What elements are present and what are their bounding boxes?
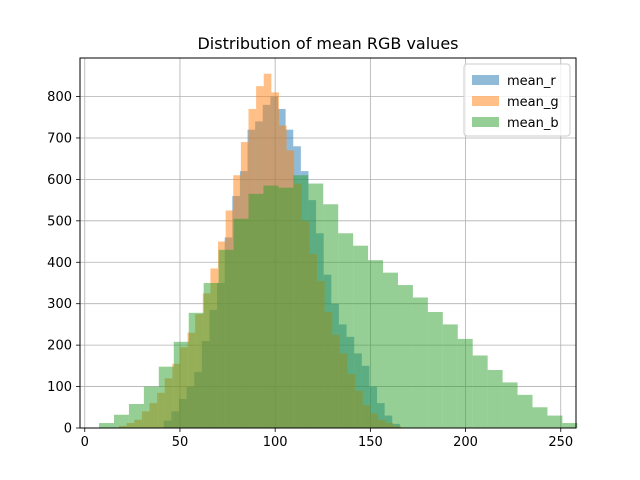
histogram-bar: [562, 423, 578, 428]
histogram-bar: [218, 249, 234, 428]
x-tick-label: 150: [358, 435, 383, 450]
legend-swatch: [472, 96, 499, 106]
histogram-bar: [368, 260, 384, 428]
histogram-bar: [308, 183, 324, 428]
histogram-bar: [517, 394, 533, 428]
histogram-bar: [532, 407, 548, 428]
y-tick-label: 800: [47, 90, 72, 105]
axes-frame: [79, 57, 577, 429]
histogram-bar: [158, 366, 174, 428]
histogram-bar: [99, 423, 114, 428]
y-tick-label: 0: [64, 422, 72, 437]
y-tick-label: 300: [47, 297, 72, 312]
histogram-bar: [233, 218, 249, 428]
x-tick-label: 100: [263, 435, 288, 450]
bars-layer: [99, 73, 578, 429]
histogram-bar: [353, 245, 369, 428]
histogram-bar: [263, 185, 279, 428]
histogram-bar: [293, 175, 309, 428]
histogram-bar: [203, 282, 219, 428]
histogram-bar: [128, 403, 144, 428]
legend-swatch: [472, 117, 499, 127]
x-tick-label: 250: [548, 435, 573, 450]
histogram-bar: [143, 386, 159, 428]
histogram-bar: [547, 415, 563, 428]
histogram-bar: [472, 355, 488, 428]
histogram-bar: [502, 382, 518, 428]
histogram-bar: [173, 341, 189, 428]
x-tick-label: 200: [453, 435, 478, 450]
histogram-bar: [383, 272, 398, 428]
histogram-bar: [188, 312, 204, 428]
y-tick-label: 600: [47, 173, 72, 188]
legend-label: mean_g: [507, 95, 559, 110]
y-tick-label: 400: [47, 256, 72, 271]
legend-label: mean_b: [507, 116, 559, 131]
x-tick-label: 50: [172, 435, 189, 450]
legend: mean_r mean_g mean_b: [463, 63, 571, 137]
histogram-bar: [338, 233, 354, 428]
y-tick-label: 500: [47, 214, 72, 229]
y-tick-label: 100: [47, 380, 72, 395]
legend-swatch: [472, 75, 499, 85]
ticks-layer: 0 50 100 150 200 250 0 100 200 300 400 500 600 700 800: [47, 90, 573, 450]
histogram-bar: [397, 285, 413, 428]
histogram-bar: [248, 193, 264, 428]
histogram-bar: [278, 187, 294, 428]
histogram-bar: [427, 311, 443, 428]
series-mean_b: [99, 175, 578, 428]
x-tick-label: 0: [81, 435, 89, 450]
histogram-bar: [113, 414, 129, 428]
histogram-bar: [412, 297, 428, 428]
histogram-bar: [323, 204, 339, 428]
legend-label: mean_r: [507, 74, 556, 89]
histogram-bar: [487, 369, 503, 428]
histogram-bar: [457, 338, 473, 428]
y-tick-label: 200: [47, 339, 72, 354]
y-tick-label: 700: [47, 131, 72, 146]
histogram-bar: [442, 324, 458, 428]
chart-title: Distribution of mean RGB values: [197, 34, 458, 53]
